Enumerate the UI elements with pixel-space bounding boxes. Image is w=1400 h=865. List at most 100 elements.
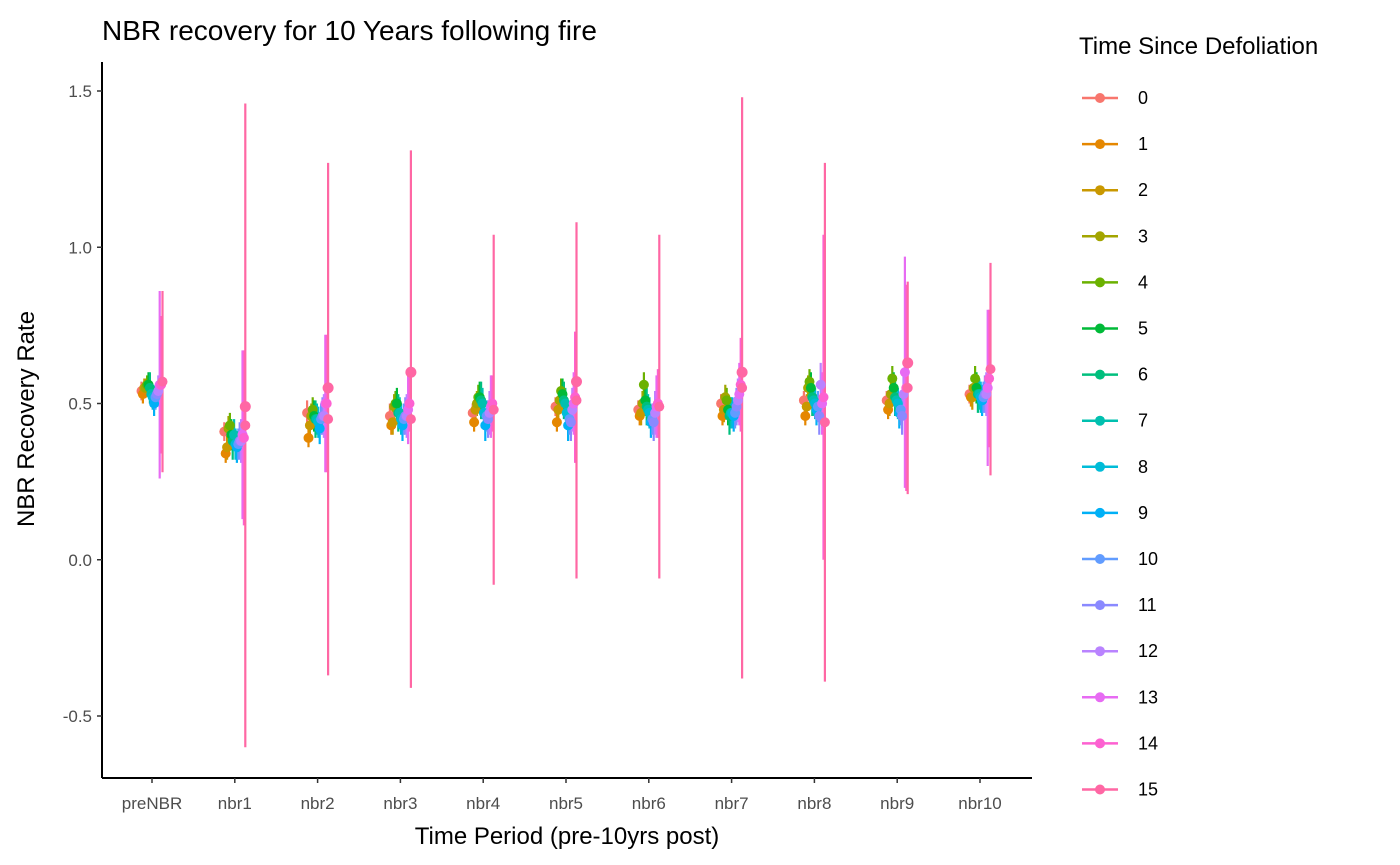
data-point: [982, 382, 993, 393]
data-point: [897, 411, 908, 421]
legend-key-point: [1095, 231, 1105, 242]
x-tick-label: nbr3: [383, 794, 417, 813]
legend-label: 0: [1138, 88, 1148, 108]
data-point: [224, 420, 235, 431]
plot-area: [136, 97, 996, 748]
data-point: [571, 376, 582, 388]
legend-key-point: [1095, 461, 1105, 472]
data-point: [560, 398, 571, 409]
data-point: [638, 379, 649, 390]
data-point: [321, 398, 332, 409]
x-axis-title: Time Period (pre-10yrs post): [415, 823, 720, 850]
legend-key-point: [1095, 93, 1105, 103]
data-point: [239, 401, 251, 413]
legend-key-point: [1095, 738, 1105, 749]
legend-title: Time Since Defoliation: [1079, 33, 1318, 60]
legend-label: 13: [1138, 687, 1158, 707]
x-tick-label: nbr5: [549, 794, 583, 813]
chart-title: NBR recovery for 10 Years following fire: [102, 15, 597, 46]
y-axis: -0.5 0.0 0.5 1.0 1.5: [63, 62, 103, 778]
y-tick-label: -0.5: [63, 707, 92, 726]
x-tick-label: nbr10: [958, 794, 1001, 813]
data-point: [553, 404, 564, 415]
data-point: [387, 417, 398, 428]
y-tick-label: 1.0: [68, 238, 92, 257]
y-tick-label: 0.0: [68, 551, 92, 570]
legend-label: 14: [1138, 733, 1158, 753]
legend-label: 10: [1138, 549, 1158, 569]
data-point: [984, 373, 995, 384]
legend-key-point: [1095, 646, 1105, 657]
legend-key-point: [1095, 692, 1105, 703]
data-point: [819, 417, 830, 428]
legend-label: 1: [1138, 134, 1148, 154]
data-point: [815, 379, 826, 390]
legend-label: 5: [1138, 319, 1148, 339]
data-point: [648, 417, 659, 428]
data-point: [805, 382, 816, 393]
data-point: [405, 414, 416, 425]
x-tick-label: nbr7: [715, 794, 749, 813]
legend-key-point: [1095, 277, 1105, 288]
y-tick-label: 0.5: [68, 395, 92, 414]
data-point: [157, 376, 168, 387]
legend-key-point: [1095, 784, 1105, 795]
data-point: [391, 398, 402, 409]
data-point: [818, 392, 829, 403]
data-point: [571, 395, 582, 406]
data-point: [469, 417, 480, 428]
data-point: [404, 398, 415, 409]
data-point: [899, 367, 910, 378]
data-point: [888, 382, 899, 393]
x-tick-label: nbr1: [218, 794, 252, 813]
data-point: [565, 417, 576, 428]
data-point: [801, 401, 812, 412]
x-tick-label: nbr6: [632, 794, 666, 813]
legend-label: 12: [1138, 641, 1158, 661]
x-tick-label: nbr2: [301, 794, 335, 813]
data-point: [902, 357, 914, 369]
legend-label: 7: [1138, 411, 1148, 431]
data-point: [737, 382, 748, 393]
data-point: [405, 366, 417, 378]
x-tick-label: preNBR: [122, 794, 182, 813]
legend-key-point: [1095, 323, 1105, 334]
legend-key-point: [1095, 139, 1105, 150]
legend-label: 3: [1138, 226, 1148, 246]
legend-label: 15: [1138, 780, 1158, 800]
data-point: [240, 420, 251, 431]
legend-key-point: [1095, 554, 1105, 564]
legend-key-point: [1095, 415, 1105, 426]
data-point: [314, 423, 325, 434]
x-tick-label: nbr8: [797, 794, 831, 813]
y-tick-label: 1.5: [68, 82, 92, 101]
data-point: [654, 401, 665, 412]
data-point: [488, 404, 499, 415]
y-axis-title: NBR Recovery Rate: [13, 311, 40, 527]
data-point: [323, 414, 334, 425]
data-point: [721, 395, 732, 406]
legend-key-point: [1095, 369, 1105, 380]
legend-label: 8: [1138, 457, 1148, 477]
x-tick-label: nbr4: [466, 794, 500, 813]
legend-label: 6: [1138, 365, 1148, 385]
data-point: [238, 432, 249, 443]
x-axis: preNBR nbr1 nbr2 nbr3 nbr4 nbr5 nbr6 nbr7 nbr8 nb…: [102, 777, 1032, 813]
data-point: [887, 373, 898, 384]
legend-key-point: [1095, 185, 1105, 196]
legend-key-point: [1095, 507, 1105, 518]
legend-label: 2: [1138, 180, 1148, 200]
legend-label: 4: [1138, 272, 1148, 292]
data-point: [551, 417, 562, 428]
data-point: [477, 398, 488, 409]
data-point: [902, 382, 913, 393]
legend-key-point: [1095, 600, 1105, 611]
data-point: [736, 366, 748, 378]
x-tick-label: nbr9: [880, 794, 914, 813]
data-point: [322, 382, 334, 394]
legend-label: 9: [1138, 503, 1148, 523]
legend: Time Since Defoliation 01234567891011121…: [1079, 33, 1318, 800]
legend-label: 11: [1138, 595, 1157, 615]
data-point: [985, 364, 996, 375]
